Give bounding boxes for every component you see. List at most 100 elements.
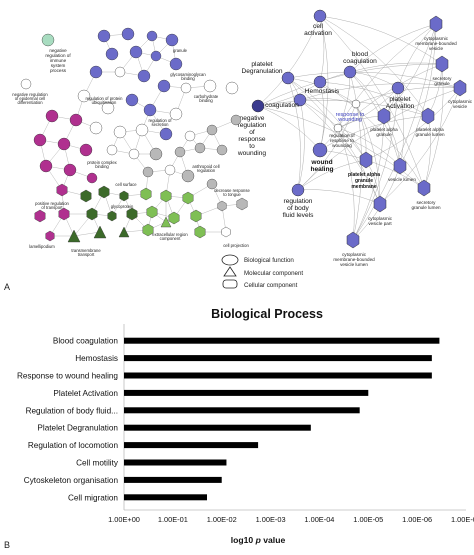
network-node: [206, 124, 218, 136]
network-node: [63, 163, 77, 177]
label-secretory-granule-lumen: secretory granule lumen: [411, 200, 441, 210]
legend-cellular: Cellular component: [244, 282, 298, 289]
platelet-activation-node: [391, 81, 405, 95]
secretory-granule-node: [435, 55, 449, 73]
label-wound-healing: wound healing: [310, 159, 333, 173]
network-node: [164, 164, 176, 176]
category-label: Response to wound healing: [17, 372, 118, 381]
network-node: [128, 148, 140, 160]
network-edge: [337, 127, 355, 241]
label-protein-ubiquitination: regulation of protein ubiquitination: [85, 96, 123, 105]
bar: [124, 476, 222, 483]
bar-chart: Biological Process Blood coagulation Hemo…: [4, 307, 474, 550]
network-node: [236, 197, 248, 211]
wound-healing-node: [312, 142, 328, 158]
label-platelet-degranulation: platelet Degranulation: [241, 61, 282, 75]
network-node: [160, 189, 172, 203]
coagulation-node: [293, 93, 307, 107]
network-node: [105, 47, 119, 61]
label-regulation-secretion: regulation of secretion: [148, 118, 172, 127]
network-edge: [287, 77, 367, 161]
label-regulation-body-fluid: regulation of body fluid levels: [283, 198, 314, 219]
network-edge: [299, 99, 367, 161]
network-node: [216, 144, 228, 156]
label-membrane-bounded-lumen: cytoplasmic membrane-bounded vesicle lumen: [333, 252, 375, 267]
regulation-body-fluid-node: [291, 183, 305, 197]
cytoplasmic-vesicle-node: [453, 79, 467, 97]
network-node: [86, 207, 98, 221]
label-cell-junction: anthropoid cell regulation: [192, 164, 219, 173]
left-network-nodes: [20, 27, 248, 243]
network-node: [45, 109, 59, 123]
network-node: [206, 178, 218, 190]
network-node: [225, 81, 239, 95]
bar: [124, 337, 440, 344]
cytoplasmic-vesicle-part-node: [373, 195, 387, 213]
x-tick-label: 1.00E-03: [256, 515, 286, 524]
label-glycoprotein: glycoprotein: [111, 204, 134, 209]
network-edge: [319, 15, 425, 189]
network-node: [20, 78, 32, 90]
blood-coagulation-node: [343, 65, 357, 79]
label-protein-complex: protein complex binding: [87, 160, 117, 169]
network-edge: [349, 23, 437, 73]
network-node: [143, 103, 157, 117]
network-node: [56, 183, 68, 197]
network-node: [113, 125, 127, 139]
bar: [124, 494, 208, 501]
network-node: [34, 209, 46, 223]
network-edge: [337, 23, 437, 129]
category-label: Platelet Degranulation: [37, 424, 118, 433]
network-edge: [257, 105, 425, 189]
label-negative-regulation: negative regulation of response to wounding: [237, 115, 267, 157]
label-secretory-granule: secretory granule: [433, 76, 453, 86]
label-extracellular-region: extracellular region component: [152, 232, 188, 241]
network-node: [125, 93, 139, 107]
label-cytoplasmic-vesicle-part: cytoplasmic vesicle part: [368, 216, 393, 226]
platelet-alpha-granule-node: [377, 107, 391, 125]
network-node: [119, 190, 129, 202]
network-edge: [319, 15, 443, 65]
network-node: [101, 101, 115, 115]
membrane-bounded-vesicle-lumen-node: [346, 231, 360, 249]
network-edge: [355, 86, 461, 105]
network-node: [137, 69, 151, 83]
category-label: Regulation of body fluid...: [26, 406, 118, 415]
category-label: Cell migration: [68, 493, 118, 502]
category-label: Platelet Activation: [53, 389, 118, 398]
network-node: [194, 142, 206, 154]
network-node: [45, 230, 55, 242]
network-panel: cell activation platelet Degranulation Hem…: [4, 9, 473, 292]
label-alpha-granule-membrane: platelet alpha granule membrane: [348, 172, 380, 190]
network-node: [190, 209, 202, 223]
network-edge: [257, 100, 429, 117]
network-node: [89, 65, 103, 79]
network-node: [97, 29, 111, 43]
bar: [124, 355, 432, 362]
x-tick-label: 1.00E-01: [158, 515, 188, 524]
network-node: [129, 45, 143, 59]
network-edge: [257, 105, 321, 151]
network-edge: [379, 87, 461, 205]
cytoplasmic-membrane-node: [429, 15, 443, 33]
network-node: [168, 211, 180, 225]
network-node: [86, 172, 98, 184]
network-edge: [319, 15, 429, 117]
network-node: [121, 27, 135, 41]
secretory-granule-lumen-node: [417, 179, 431, 197]
network-edge: [427, 63, 443, 117]
network-node: [80, 189, 92, 203]
network-node: [93, 225, 107, 239]
network-node: [79, 143, 93, 157]
cell-activation-node: [313, 9, 327, 23]
label-positive-transport: positive regulation of transport: [35, 201, 69, 210]
network-node: [150, 50, 162, 62]
network-node: [107, 210, 117, 222]
category-label: Cell motility: [76, 459, 119, 468]
x-tick-label: 1.00E-05: [353, 515, 383, 524]
x-tick-label: 1.00E+00: [108, 515, 140, 524]
label-cell-projection: cell projection: [223, 243, 249, 248]
network-edge: [297, 159, 367, 191]
network-edge: [319, 81, 425, 189]
network-node: [114, 66, 126, 78]
